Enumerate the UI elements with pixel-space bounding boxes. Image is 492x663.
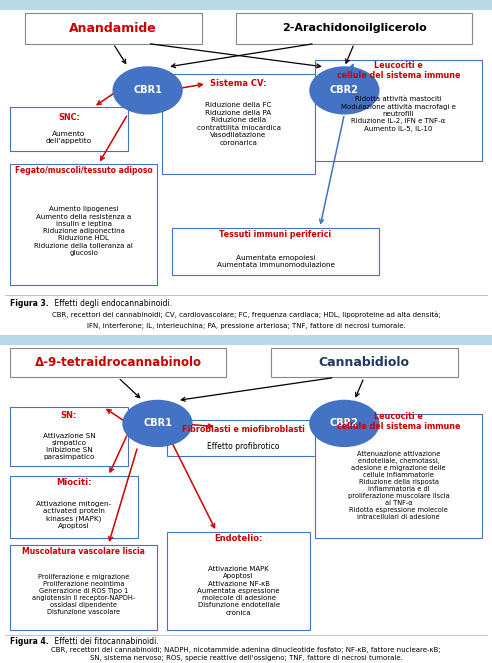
FancyBboxPatch shape (25, 13, 202, 44)
Text: Δ-9-tetraidrocannabinolo: Δ-9-tetraidrocannabinolo (34, 356, 202, 369)
FancyBboxPatch shape (271, 348, 458, 377)
Text: Figura 4.: Figura 4. (10, 637, 49, 646)
Text: IFN, interferone; IL, interleuchina; PA, pressione arteriosa; TNF, fattore di ne: IFN, interferone; IL, interleuchina; PA,… (87, 324, 405, 330)
Text: CBR, recettori dei cannabinoidi; NADPH, nicotammide adenina dinucleotide fosfato: CBR, recettori dei cannabinoidi; NADPH, … (51, 647, 441, 653)
Text: Riduzione della FC
Riduzione della PA
Riduzione della
contrattilità miocardica
V: Riduzione della FC Riduzione della PA Ri… (197, 102, 280, 146)
Text: Attivazione mitogen-
activated protein
kinases (MAPK)
Apoptosi: Attivazione mitogen- activated protein k… (36, 501, 111, 530)
Text: Cannabidiolo: Cannabidiolo (319, 356, 409, 369)
FancyBboxPatch shape (167, 420, 320, 456)
Text: Tessuti immuni periferici: Tessuti immuni periferici (219, 230, 332, 239)
Text: Miociti:: Miociti: (56, 478, 92, 487)
FancyBboxPatch shape (10, 476, 138, 538)
FancyBboxPatch shape (10, 164, 157, 284)
Text: SNC:: SNC: (58, 113, 80, 122)
Text: SN:: SN: (61, 410, 77, 420)
Text: CBR2: CBR2 (330, 418, 359, 428)
Text: Endotelio:: Endotelio: (215, 534, 263, 543)
Text: Sistema CV:: Sistema CV: (211, 79, 267, 88)
FancyBboxPatch shape (10, 545, 157, 630)
Text: Effetti dei fitocannabinoidi.: Effetti dei fitocannabinoidi. (52, 637, 158, 646)
Text: 2-Arachidonoilglicerolo: 2-Arachidonoilglicerolo (282, 23, 427, 33)
Circle shape (113, 67, 182, 114)
FancyBboxPatch shape (236, 13, 472, 44)
Text: Leucociti e
cellule del sistema immune: Leucociti e cellule del sistema immune (337, 60, 461, 80)
FancyBboxPatch shape (167, 532, 310, 630)
FancyBboxPatch shape (172, 227, 379, 274)
Text: Attivazione MAPK
Apoptosi
Attivazione NF-κB
Aumentata espressione
molecole di ad: Attivazione MAPK Apoptosi Attivazione NF… (197, 566, 280, 615)
Circle shape (123, 400, 192, 446)
FancyBboxPatch shape (315, 60, 482, 160)
Text: Muscolatura vascolare liscia: Muscolatura vascolare liscia (22, 547, 145, 556)
Text: SN, sistema nervoso; ROS, specie reattive dell'ossigeno; TNF, fattore di necrosi: SN, sistema nervoso; ROS, specie reattiv… (90, 655, 402, 661)
Circle shape (310, 67, 379, 114)
Text: Anandamide: Anandamide (69, 22, 157, 35)
Text: Aumento lipogenesi
Aumento della resistenza a
insulin e leptina
Riduzione adipon: Aumento lipogenesi Aumento della resiste… (34, 206, 133, 256)
Text: Fegato/muscoli/tessuto adiposo: Fegato/muscoli/tessuto adiposo (15, 166, 153, 175)
Text: CBR1: CBR1 (143, 418, 172, 428)
Text: Attenuazione attivazione
endoteliale, chemotassi,
adesione e migrazione delle
ce: Attenuazione attivazione endoteliale, ch… (348, 452, 449, 520)
FancyBboxPatch shape (0, 0, 492, 10)
Text: Proliferazione e migrazione
Proliferazione neointima
Generazione di ROS Tipo 1
a: Proliferazione e migrazione Proliferazio… (32, 573, 135, 615)
FancyBboxPatch shape (10, 107, 128, 151)
FancyBboxPatch shape (10, 348, 226, 377)
Text: Effetto profibrotico: Effetto profibrotico (207, 442, 280, 451)
Text: Aumentata emopoiesi
Aumentata immunomodulazione: Aumentata emopoiesi Aumentata immunomodu… (216, 255, 335, 268)
Text: CBR, recettori dei cannabinoidi; CV, cardiovascolare; FC, frequenza cardiaca; HD: CBR, recettori dei cannabinoidi; CV, car… (52, 312, 440, 318)
Text: Ridotta attività mastociti
Modulazione attività macrofagi e
neutrofili
Riduzione: Ridotta attività mastociti Modulazione a… (341, 96, 456, 132)
FancyBboxPatch shape (315, 414, 482, 538)
Text: Leucociti e
cellule del sistema immune: Leucociti e cellule del sistema immune (337, 412, 461, 432)
Text: Attivazione SN
simpatico
Inibizione SN
parasimpatico: Attivazione SN simpatico Inibizione SN p… (42, 432, 95, 460)
Text: CBR2: CBR2 (330, 86, 359, 95)
Circle shape (310, 400, 379, 446)
Text: Fibroblasti e miofibroblasti: Fibroblasti e miofibroblasti (182, 426, 305, 434)
Text: Effetti degli endocannabinoidi.: Effetti degli endocannabinoidi. (52, 298, 172, 308)
FancyBboxPatch shape (0, 335, 492, 345)
Text: Aumento
dell'appetito: Aumento dell'appetito (46, 131, 92, 144)
Text: Figura 3.: Figura 3. (10, 298, 49, 308)
FancyBboxPatch shape (162, 74, 315, 174)
FancyBboxPatch shape (10, 407, 128, 466)
Text: CBR1: CBR1 (133, 86, 162, 95)
